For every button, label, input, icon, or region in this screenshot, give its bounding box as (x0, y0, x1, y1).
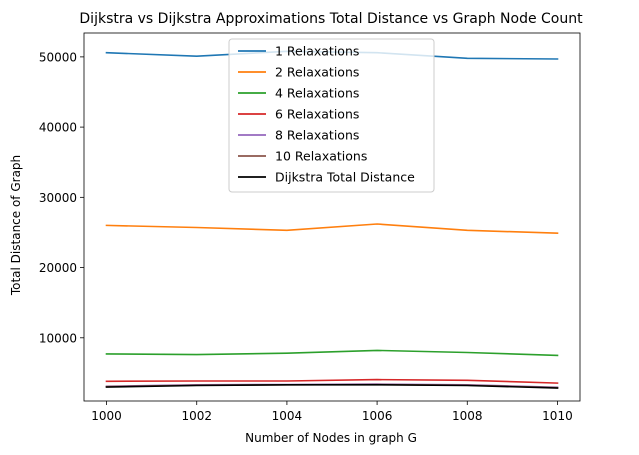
y-tick-label: 50000 (39, 50, 77, 64)
y-tick-label: 20000 (39, 261, 77, 275)
legend-label: Dijkstra Total Distance (275, 170, 415, 185)
x-axis: 1000 1002 1004 1006 1008 1010 (91, 401, 573, 423)
chart-title: Dijkstra vs Dijkstra Approximations Tota… (79, 11, 583, 27)
x-tick-label: 1000 (91, 409, 122, 423)
y-tick-label: 40000 (39, 121, 77, 135)
legend-label: 10 Relaxations (275, 149, 367, 164)
legend-box (228, 38, 435, 193)
legend-label: 4 Relaxations (275, 86, 359, 101)
x-axis-label: Number of Nodes in graph G (245, 431, 417, 445)
x-tick-label: 1010 (542, 409, 573, 423)
plot-frame (83, 32, 581, 402)
legend-label: 8 Relaxations (275, 128, 359, 143)
series-line-3 (105, 349, 559, 357)
y-tick-label: 30000 (39, 191, 77, 205)
series-line-4 (105, 378, 559, 384)
legend-label: 6 Relaxations (275, 107, 359, 122)
x-tick-label: 1008 (452, 409, 483, 423)
series-line-7 (105, 383, 559, 389)
legend-label: 1 Relaxations (275, 44, 359, 59)
y-axis: 10000 20000 30000 40000 50000 (39, 50, 84, 345)
series-line-2 (105, 223, 559, 235)
legend-label: 2 Relaxations (275, 65, 359, 80)
y-axis-label: Total Distance of Graph (9, 155, 23, 296)
x-tick-label: 1006 (362, 409, 393, 423)
x-tick-label: 1002 (181, 409, 212, 423)
x-tick-label: 1004 (272, 409, 303, 423)
legend: 1 Relaxations 2 Relaxations 4 Relaxations 6… (228, 38, 435, 193)
series-layer (105, 50, 559, 389)
y-tick-label: 10000 (39, 331, 77, 345)
